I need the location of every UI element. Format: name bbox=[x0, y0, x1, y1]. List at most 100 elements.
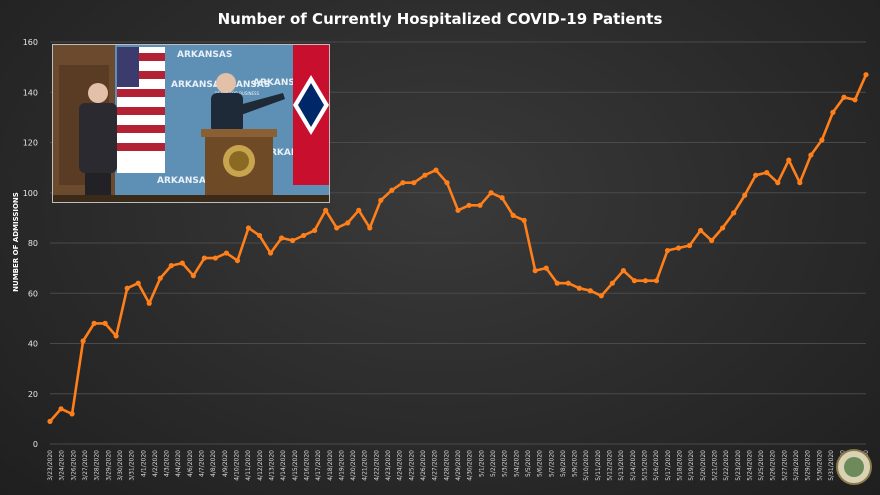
x-tick-label: 5/5/2020 bbox=[525, 450, 532, 477]
y-tick-label: 60 bbox=[28, 289, 38, 298]
x-tick-label: 3/24/2020 bbox=[59, 450, 66, 481]
data-point bbox=[841, 94, 847, 100]
backdrop-word: ARKANSAS bbox=[215, 80, 270, 90]
y-axis-label: NUMBER OF ADMISSIONS bbox=[12, 192, 20, 292]
x-tick-label: 4/10/2020 bbox=[234, 450, 241, 481]
data-point bbox=[742, 192, 748, 198]
data-point bbox=[69, 411, 75, 417]
x-tick-label: 5/18/2020 bbox=[676, 450, 683, 481]
data-point bbox=[554, 280, 560, 286]
x-tick-label: 4/26/2020 bbox=[420, 450, 427, 481]
y-tick-label: 100 bbox=[23, 189, 38, 198]
x-tick-label: 4/11/2020 bbox=[245, 450, 252, 481]
data-point bbox=[455, 207, 461, 213]
us-flag bbox=[117, 47, 165, 173]
data-point bbox=[157, 275, 163, 281]
data-point bbox=[312, 227, 318, 234]
x-tick-label: 5/9/2020 bbox=[572, 450, 579, 477]
data-point bbox=[278, 235, 285, 241]
data-point bbox=[102, 320, 108, 326]
data-point bbox=[146, 300, 152, 306]
data-point bbox=[731, 210, 737, 216]
x-tick-label: 5/19/2020 bbox=[688, 450, 695, 481]
data-point bbox=[113, 333, 119, 339]
x-tick-label: 4/15/2020 bbox=[292, 450, 299, 481]
x-tick-label: 4/21/2020 bbox=[362, 450, 369, 481]
x-tick-label: 4/25/2020 bbox=[408, 450, 415, 481]
x-tick-label: 4/1/2020 bbox=[140, 450, 147, 477]
data-point bbox=[256, 232, 263, 239]
data-point bbox=[124, 285, 130, 291]
x-tick-label: 4/19/2020 bbox=[338, 450, 345, 481]
x-tick-label: 5/16/2020 bbox=[653, 450, 660, 481]
data-point bbox=[709, 237, 715, 244]
data-point bbox=[234, 257, 241, 264]
data-point bbox=[499, 195, 505, 201]
x-tick-label: 4/8/2020 bbox=[210, 450, 217, 477]
x-tick-label: 4/27/2020 bbox=[432, 450, 439, 481]
speaker-person bbox=[211, 73, 285, 133]
video-inset: ARKANSAS ARKANSAS ARKANSAS READY FOR BUS… bbox=[52, 44, 330, 203]
data-point bbox=[378, 197, 384, 203]
gridlines bbox=[50, 41, 866, 445]
data-point bbox=[135, 280, 141, 286]
x-tick-label: 5/26/2020 bbox=[770, 450, 777, 481]
data-point bbox=[466, 202, 472, 208]
x-tick-label: 5/6/2020 bbox=[537, 450, 544, 477]
data-point bbox=[212, 255, 219, 261]
data-point bbox=[521, 217, 527, 223]
data-point bbox=[245, 225, 252, 231]
x-tick-label: 4/2/2020 bbox=[152, 450, 159, 477]
data-point bbox=[697, 227, 704, 234]
data-point bbox=[267, 250, 274, 256]
x-tick-label: 4/20/2020 bbox=[350, 450, 357, 481]
y-tick-label: 140 bbox=[23, 88, 38, 97]
x-axis-ticks: 3/23/2020 3/24/2020 3/26/2020 3/27/2020 3/28… bbox=[47, 450, 870, 481]
data-point bbox=[201, 255, 207, 261]
x-tick-label: 4/22/2020 bbox=[373, 450, 380, 481]
chart-title: Number of Currently Hospitalized COVID-1… bbox=[218, 10, 663, 28]
data-point bbox=[411, 180, 417, 186]
x-tick-label: 4/9/2020 bbox=[222, 450, 229, 477]
data-point bbox=[797, 180, 803, 186]
x-tick-label: 5/11/2020 bbox=[595, 450, 602, 481]
x-tick-label: 5/10/2020 bbox=[583, 450, 590, 481]
x-tick-label: 5/15/2020 bbox=[642, 450, 649, 481]
data-point bbox=[720, 225, 726, 231]
x-tick-label: 4/3/2020 bbox=[164, 450, 171, 477]
x-tick-label: 5/17/2020 bbox=[665, 450, 672, 481]
data-point bbox=[764, 170, 770, 176]
y-tick-label: 80 bbox=[28, 239, 38, 248]
x-tick-label: 4/6/2020 bbox=[187, 450, 194, 477]
data-point bbox=[91, 320, 97, 326]
x-tick-label: 5/3/2020 bbox=[502, 450, 509, 477]
x-tick-label: 5/8/2020 bbox=[560, 450, 567, 477]
data-point bbox=[753, 172, 759, 178]
data-point bbox=[565, 280, 571, 286]
x-tick-label: 5/13/2020 bbox=[618, 450, 625, 481]
data-point bbox=[631, 278, 638, 284]
backdrop-word: ARKANSAS bbox=[263, 148, 318, 158]
data-point bbox=[477, 202, 483, 208]
x-tick-label: 5/7/2020 bbox=[548, 450, 555, 477]
x-tick-label: 5/12/2020 bbox=[607, 450, 614, 481]
data-point bbox=[775, 180, 781, 186]
x-tick-label: 5/2/2020 bbox=[490, 450, 497, 477]
x-tick-label: 3/26/2020 bbox=[70, 450, 77, 481]
x-tick-label: 5/22/2020 bbox=[723, 450, 730, 481]
data-point bbox=[488, 190, 494, 196]
data-point bbox=[223, 250, 230, 256]
data-point bbox=[808, 152, 814, 158]
data-point bbox=[642, 278, 649, 284]
x-tick-label: 4/4/2020 bbox=[175, 450, 182, 477]
backdrop-word: ARKANSAS bbox=[177, 50, 232, 60]
data-point bbox=[786, 157, 792, 163]
podium bbox=[201, 129, 277, 195]
x-tick-label: 4/13/2020 bbox=[268, 450, 275, 481]
data-point bbox=[686, 242, 693, 249]
data-point bbox=[345, 220, 351, 226]
data-point bbox=[334, 225, 340, 231]
x-tick-label: 3/31/2020 bbox=[129, 450, 136, 481]
y-tick-label: 0 bbox=[33, 440, 38, 449]
